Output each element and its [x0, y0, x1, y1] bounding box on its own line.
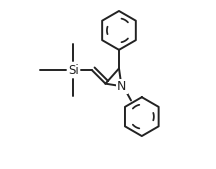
- Text: Si: Si: [68, 64, 79, 77]
- Text: N: N: [117, 80, 127, 93]
